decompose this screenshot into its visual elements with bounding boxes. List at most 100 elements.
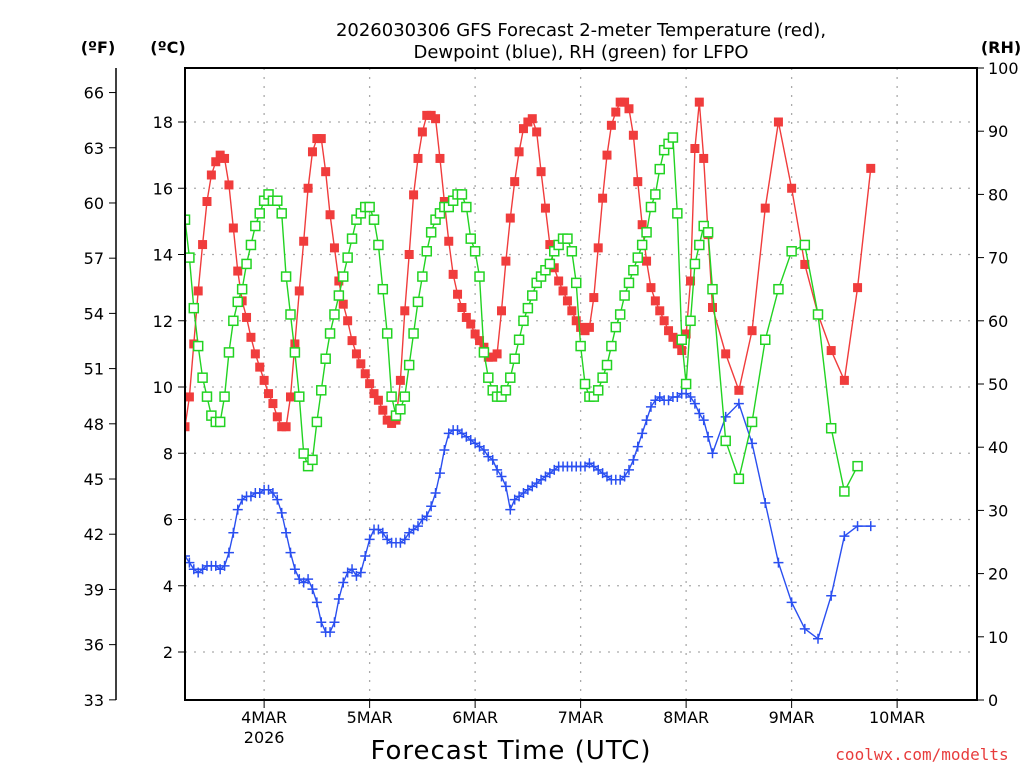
rh-point bbox=[641, 227, 652, 238]
dewpoint-point bbox=[500, 481, 511, 492]
temperature-point bbox=[646, 283, 656, 293]
rh-point bbox=[338, 271, 349, 282]
rh-point bbox=[689, 258, 701, 270]
temperature-point bbox=[404, 250, 414, 259]
temperature-point bbox=[562, 296, 572, 306]
temperature-point bbox=[787, 183, 797, 193]
dewpoint-point bbox=[311, 597, 322, 608]
temperature-point bbox=[466, 319, 476, 329]
temperature-point bbox=[690, 144, 700, 153]
dewpoint-point bbox=[412, 521, 423, 532]
rh-point bbox=[236, 283, 248, 295]
temperature-point bbox=[633, 177, 643, 187]
dewpoint-point bbox=[307, 584, 318, 595]
celsius-tick-label: 8 bbox=[163, 444, 173, 463]
rh-point bbox=[185, 252, 195, 263]
dewpoint-point bbox=[720, 411, 731, 422]
rh-point bbox=[254, 208, 265, 219]
fahrenheit-tick-label: 42 bbox=[84, 525, 104, 544]
rh-point bbox=[294, 391, 305, 402]
temperature-point bbox=[453, 289, 463, 299]
x-tick-label: 6MAR bbox=[452, 708, 498, 727]
dewpoint-point bbox=[628, 454, 639, 465]
dewpoint-point bbox=[430, 488, 441, 498]
temperature-point bbox=[409, 190, 419, 200]
temperature-point bbox=[611, 107, 621, 117]
series-layer bbox=[185, 97, 876, 644]
dewpoint-point bbox=[219, 560, 230, 571]
dewpoint-point bbox=[325, 627, 336, 638]
rh-point bbox=[672, 208, 683, 219]
rh-point bbox=[403, 359, 415, 371]
rh-point bbox=[399, 391, 411, 402]
x-tick-label: 4MAR bbox=[241, 708, 287, 727]
temperature-point bbox=[620, 97, 630, 107]
dewpoint-point bbox=[747, 438, 758, 449]
temperature-point bbox=[321, 167, 331, 177]
temperature-point bbox=[299, 236, 309, 246]
rh-point bbox=[324, 328, 336, 339]
temperature-point bbox=[628, 130, 638, 140]
fahrenheit-tick-label: 54 bbox=[84, 304, 104, 323]
x-tick-label: 8MAR bbox=[663, 708, 709, 727]
temperature-point bbox=[567, 306, 577, 316]
rh-point bbox=[280, 271, 292, 282]
rh-point bbox=[311, 416, 323, 428]
fahrenheit-tick-label: 39 bbox=[84, 580, 104, 599]
temperature-point bbox=[650, 296, 660, 306]
rh-point bbox=[421, 246, 433, 257]
dewpoint-point bbox=[839, 531, 850, 542]
rh-point bbox=[408, 328, 419, 339]
rh-point bbox=[513, 334, 525, 346]
series-dewpoint bbox=[185, 388, 876, 644]
rh-point bbox=[733, 473, 745, 485]
temperature-point bbox=[290, 339, 300, 349]
dewpoint-point bbox=[439, 444, 450, 455]
fahrenheit-tick-label: 66 bbox=[84, 84, 104, 103]
temperature-point bbox=[325, 210, 335, 220]
temperature-point bbox=[233, 266, 243, 276]
rh-point bbox=[623, 277, 635, 289]
rh-point bbox=[469, 246, 481, 257]
dewpoint-point bbox=[223, 547, 234, 558]
celsius-tick-label: 16 bbox=[153, 179, 173, 198]
rh-point bbox=[232, 296, 243, 308]
rh-point bbox=[628, 264, 639, 276]
temperature-point bbox=[286, 392, 295, 402]
temperature-point bbox=[259, 375, 269, 385]
rh-point bbox=[342, 252, 353, 263]
dewpoint-point bbox=[852, 521, 863, 532]
fahrenheit-tick-label: 63 bbox=[84, 139, 104, 158]
rh-point bbox=[373, 239, 384, 251]
temperature-point bbox=[224, 180, 234, 190]
celsius-tick-label: 12 bbox=[153, 312, 173, 331]
rh-point bbox=[395, 404, 406, 415]
rh-point bbox=[601, 359, 613, 371]
rh-point bbox=[368, 214, 380, 225]
fahrenheit-tick-label: 57 bbox=[84, 249, 104, 268]
rh-point bbox=[544, 258, 556, 270]
temperature-point bbox=[536, 167, 546, 177]
temperature-point bbox=[708, 303, 717, 312]
temperature-point bbox=[373, 395, 383, 405]
rh-point bbox=[773, 283, 784, 295]
x-axis-label: Forecast Time (UTC) bbox=[370, 736, 651, 766]
rh-point bbox=[685, 315, 696, 327]
dewpoint-point bbox=[698, 415, 709, 426]
temperature-point bbox=[470, 329, 480, 339]
celsius-tick-label: 6 bbox=[163, 511, 173, 530]
rh-point bbox=[680, 378, 692, 390]
rh-point bbox=[346, 233, 358, 244]
temperature-point bbox=[839, 375, 849, 385]
dewpoint-point bbox=[272, 494, 283, 505]
rh-point bbox=[632, 252, 644, 263]
dewpoint-point bbox=[632, 441, 643, 452]
temperature-point bbox=[527, 114, 537, 124]
temperature-point bbox=[606, 120, 616, 130]
rh-point bbox=[654, 163, 665, 175]
temperature-point bbox=[699, 153, 709, 163]
temperature-point bbox=[505, 213, 515, 223]
rh-point bbox=[456, 189, 468, 200]
rh-point bbox=[614, 309, 626, 320]
fahrenheit-tick-label: 48 bbox=[84, 415, 104, 434]
